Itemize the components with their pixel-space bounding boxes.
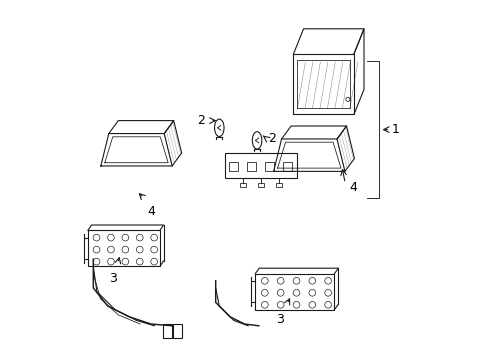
Bar — [239, 183, 245, 187]
Bar — [224, 153, 296, 178]
Bar — [283, 162, 291, 171]
Text: 3: 3 — [276, 313, 284, 326]
Text: 4: 4 — [147, 205, 155, 218]
Bar — [88, 230, 160, 266]
Bar — [229, 162, 238, 171]
Text: 2: 2 — [267, 132, 275, 145]
Text: 1: 1 — [391, 123, 399, 136]
Bar — [275, 183, 281, 187]
Bar — [163, 324, 172, 338]
Bar — [265, 162, 273, 171]
Bar — [172, 324, 181, 338]
Bar — [247, 162, 256, 171]
Text: 4: 4 — [348, 181, 356, 194]
Bar — [255, 274, 334, 310]
Text: 3: 3 — [109, 272, 117, 285]
Text: 2: 2 — [197, 114, 204, 127]
Bar — [257, 183, 263, 187]
